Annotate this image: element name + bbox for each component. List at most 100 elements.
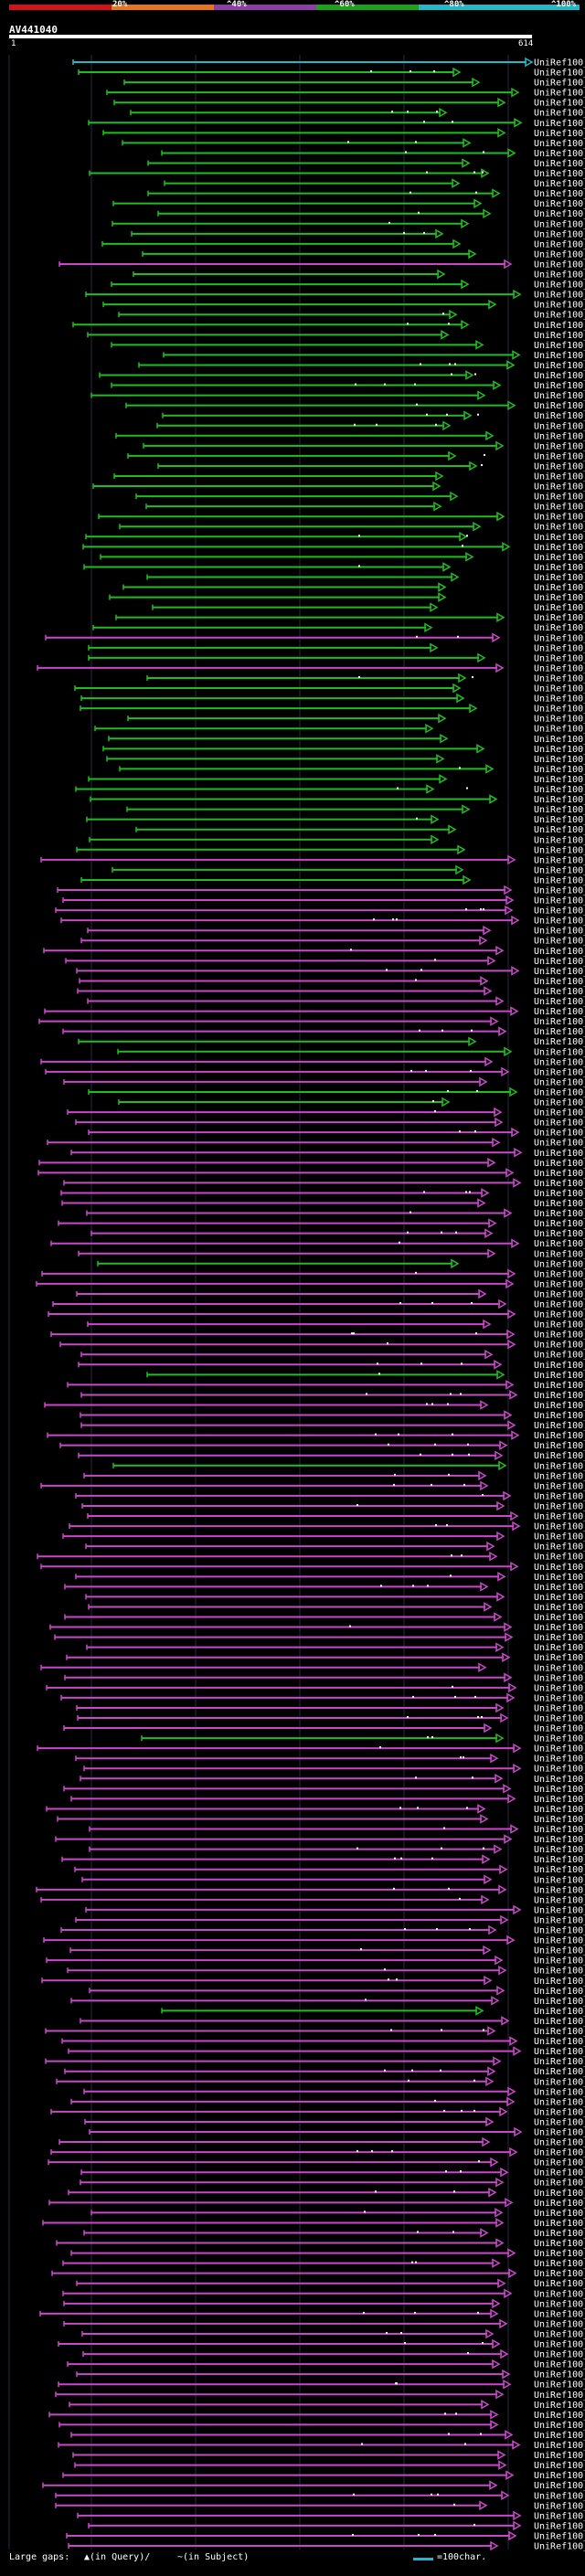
hit-row: UniRef100_B6U448 [80,1420,585,1431]
hit-label: UniRef100_A7J3B5 [534,109,585,119]
gap-marker [477,2311,479,2314]
hit-label: UniRef100_C5XLD7 [534,2299,585,2309]
hit-arrow-head [510,1824,519,1834]
gap-marker [356,1503,358,1506]
hit-label: UniRef100_C6TDW0 [534,351,585,361]
gap-marker [441,2029,442,2031]
hit-arrow-head [499,2318,508,2329]
hit-row: UniRef100_Q9ZN38 [76,966,585,977]
hit-label: UniRef100_A9PFP1 [534,623,585,633]
hit-label: UniRef100_B9SQ12 [534,553,585,563]
hit-label: UniRef100_A2WLS7 [534,2239,585,2249]
gap-marker [473,2109,475,2112]
hit-label: UniRef100_A2YN82 [534,2521,585,2531]
hit-label: UniRef100_C5X6P6 [534,1754,585,1765]
gap-marker [358,535,360,537]
gap-marker [386,2331,388,2334]
hit-arrow-head [490,2410,499,2420]
hit-row: UniRef100_C5XWH0 [66,1652,585,1663]
scale-label-100: ^100% [551,0,577,9]
hit-arrow-head [430,602,439,612]
gap-marker [434,2533,436,2536]
hit-arrow-head [495,1642,505,1652]
hit-arrow-head [495,2218,505,2228]
hit-arrow-head [473,198,483,208]
hit-row: UniRef100_Q3XXY2 [126,804,585,815]
hit-arrow-head [451,572,460,582]
hit-arrow-head [492,1137,501,1148]
hit-arrow-head [483,208,492,219]
gap-marker [426,413,428,416]
hit-label: UniRef100_B8BTL9 [534,1017,585,1027]
hit-label: UniRef100_A2YR20 [534,1613,585,1623]
hit-row: UniRef100_Q8H999 [88,652,585,663]
hit-row: UniRef100_Q52RC8 [54,1632,585,1643]
hit-arrow-head [461,319,470,330]
hit-label: UniRef100_B9GQB1 [534,1865,585,1875]
hit-arrow-head [450,491,459,502]
gap-marker [379,1746,381,1749]
hit-label: UniRef100_B6U7P6 [534,1936,585,1946]
hit-label: UniRef100_Q84ZT3 [534,1491,585,1501]
hit-arrow-head [452,683,462,694]
hit-row: UniRef100_Q0J844 [89,1824,585,1835]
hit-arrow-head [505,905,514,916]
hit-label: UniRef100_C7J2V4 [534,533,585,543]
hit-label: UniRef100_B9HAI3 [534,1563,585,1573]
hit-row: UniRef100_B6U430 [36,1278,585,1289]
gap-marker [448,2433,450,2435]
gap-marker [407,111,409,113]
hit-label: UniRef100_C6T4T4 [534,1805,585,1815]
hit-label: UniRef100_Q9SJ17 [534,1744,585,1754]
hit-arrow-head [495,1774,504,1784]
hit-row: UniRef100_A9SS36 [55,2500,585,2511]
hit-label: UniRef100_B9HJW2 [534,2269,585,2279]
gap-marker [404,1928,406,1931]
scale-label-40: ^40% [227,0,247,9]
hit-row: UniRef100_A9PET7 [115,612,585,623]
gap-marker [351,1332,353,1335]
hit-row: UniRef100_C5X8P7 [59,1440,585,1451]
gap-marker [426,1403,428,1405]
hit-label: UniRef100_C6TNK9 [534,886,585,896]
hit-label: UniRef100_Q6ZFN1 [534,1139,585,1149]
hit-label: UniRef100_Q9LJU1 [534,321,585,331]
hit-row: UniRef100_A7PF67 [69,1945,585,1956]
hit-label: UniRef100_Q9SUU3 [534,987,585,997]
gap-marker [412,1695,414,1698]
hit-label: UniRef100_A7QKA2 [534,2511,585,2521]
hit-label: UniRef100_A9PUW5 [534,2401,585,2411]
hit-row: UniRef100_C6T4K3 [62,2470,585,2481]
hit-arrow-head [505,1380,515,1390]
gap-marker [416,635,418,638]
hit-row: UniRef100_B9RPP5 [58,2420,585,2431]
hit-row: UniRef100_A2XBR0 [63,2318,585,2329]
hit-label: UniRef100_Q6ZJY9 [534,1401,585,1411]
gap-marker [477,1716,479,1718]
gap-marker [431,1483,432,1486]
hit-row: UniRef100_Q8H998 [76,844,585,855]
hit-row: UniRef100_B6SN91 [83,562,585,573]
hit-row: UniRef100_C6T5W4 [161,148,585,159]
hit-arrow-head [490,2308,499,2319]
gap-marker [415,141,417,143]
gap-marker [380,1585,382,1587]
hit-label: UniRef100_C5XS95 [534,2431,585,2441]
hit-label: UniRef100_A9NLD7 [534,2340,585,2350]
gap-marker [473,2079,475,2082]
hit-label: UniRef100_C5XU22 [534,1673,585,1683]
hit-label: UniRef100_Q9MXH1 [534,209,585,219]
gap-marker [454,363,456,366]
gap-marker [431,1736,433,1739]
hit-label: UniRef100_A5BNT7 [534,139,585,149]
gap-marker [420,363,421,366]
hit-row: UniRef100_C5XWB1 [81,1500,585,1511]
hit-label: UniRef100_Q9FJM3 [534,239,585,249]
hit-label: UniRef100_Q6ZJW0 [534,1593,585,1603]
gap-marker [454,1695,456,1698]
scale-label-20: 20% [112,0,128,9]
hit-row: UniRef100_B7ZZ05 [55,1834,585,1845]
hit-row: UniRef100_A7QKA2 [77,2510,585,2521]
hit-arrow-head [498,1460,507,1471]
hit-label: UniRef100_C7J038 [534,1532,585,1542]
